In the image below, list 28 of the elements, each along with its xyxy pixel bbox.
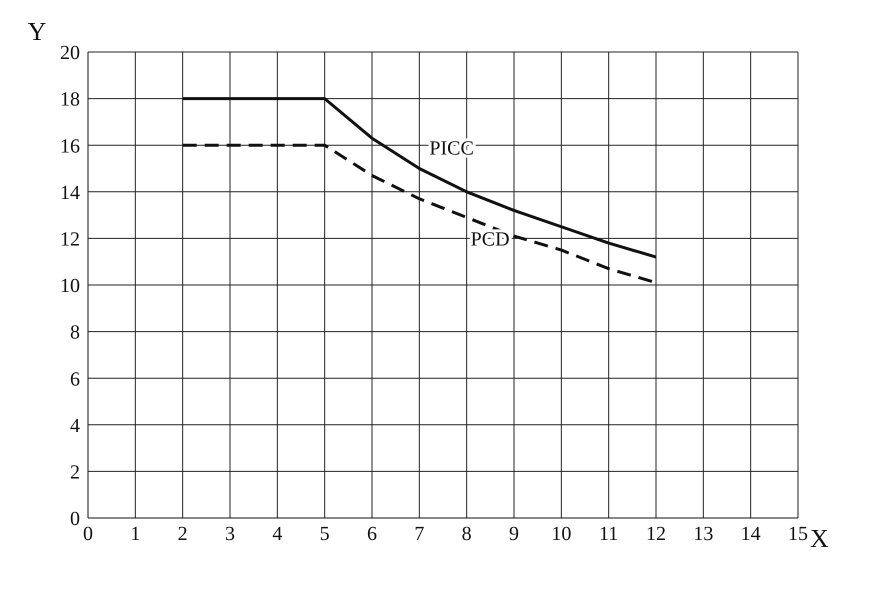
y-tick-label: 8	[70, 322, 80, 344]
y-tick-label: 10	[60, 275, 80, 298]
x-tick-label: 7	[414, 523, 424, 546]
x-tick-label: 5	[320, 523, 330, 546]
x-axis-title: X	[810, 524, 829, 554]
x-tick-label: 3	[225, 523, 235, 546]
x-tick-label: 6	[367, 523, 377, 546]
x-tick-label: 10	[551, 523, 572, 546]
y-tick-label: 20	[60, 42, 80, 64]
x-tick-label: 1	[130, 523, 140, 546]
y-tick-label: 18	[60, 88, 80, 111]
x-tick-label: 13	[693, 523, 714, 546]
y-tick-label: 2	[70, 462, 80, 484]
y-tick-label: 14	[60, 182, 80, 204]
x-tick-label: 9	[509, 523, 519, 546]
x-tick-label: 14	[740, 523, 761, 546]
y-tick-label: 4	[70, 414, 80, 437]
x-tick-label: 11	[599, 523, 618, 546]
x-tick-label: 4	[272, 523, 282, 546]
y-tick-label: 6	[70, 368, 80, 390]
x-tick-label: 2	[178, 523, 188, 546]
y-tick-label: 16	[60, 135, 80, 158]
y-tick-label: 0	[70, 508, 80, 530]
x-tick-label: 8	[462, 523, 472, 546]
x-tick-label: 15	[788, 523, 808, 546]
x-tick-label: 12	[646, 523, 666, 546]
y-axis-title: Y	[28, 17, 47, 46]
y-tick-label: 12	[60, 228, 80, 250]
